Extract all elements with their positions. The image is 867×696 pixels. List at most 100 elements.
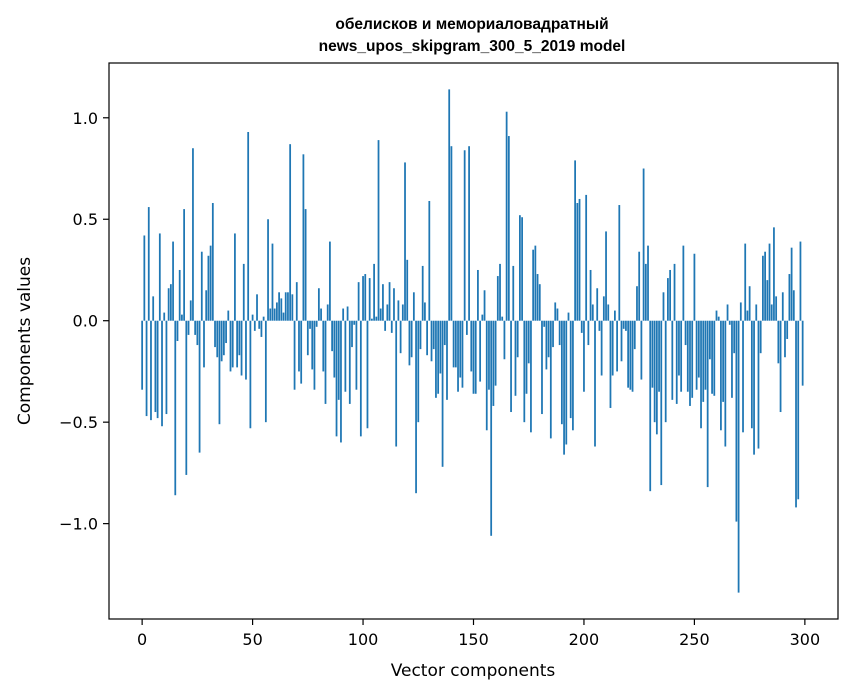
bar xyxy=(240,320,243,376)
bar xyxy=(653,320,656,423)
bar xyxy=(784,320,786,358)
bar xyxy=(636,286,638,321)
bar xyxy=(342,308,345,321)
bar xyxy=(620,320,623,362)
bar xyxy=(242,263,245,321)
bar xyxy=(295,282,298,321)
bar xyxy=(468,146,470,321)
bar xyxy=(527,320,530,364)
bar xyxy=(200,251,203,321)
bar xyxy=(337,320,340,400)
bar xyxy=(669,269,671,321)
bar xyxy=(733,320,736,354)
bar xyxy=(762,255,764,321)
bar xyxy=(439,320,442,374)
bar xyxy=(218,320,221,425)
bar xyxy=(410,320,413,358)
bar xyxy=(470,320,473,372)
bar xyxy=(534,245,537,321)
bar xyxy=(724,320,727,447)
bar xyxy=(382,284,384,321)
bar xyxy=(715,310,718,321)
bar xyxy=(757,320,760,449)
bar xyxy=(560,320,563,425)
bar xyxy=(333,320,336,378)
bar xyxy=(576,203,579,321)
bar xyxy=(642,168,645,321)
bar xyxy=(267,219,269,321)
bar xyxy=(371,318,373,321)
bar xyxy=(152,296,155,321)
bar xyxy=(222,320,225,356)
bar xyxy=(717,316,720,321)
bar xyxy=(181,314,183,321)
bar xyxy=(647,245,649,321)
bar xyxy=(428,200,431,321)
bar xyxy=(580,320,583,333)
bar xyxy=(172,241,174,321)
bar xyxy=(618,205,621,321)
plot-frame xyxy=(108,62,839,620)
bar xyxy=(194,320,197,335)
bar xyxy=(335,320,338,437)
bar xyxy=(236,320,239,368)
bar xyxy=(671,320,674,400)
bar xyxy=(485,320,488,431)
bar xyxy=(552,320,554,348)
bar xyxy=(282,312,285,321)
bar xyxy=(344,320,347,392)
bar xyxy=(667,278,669,321)
bar xyxy=(682,245,685,321)
bar xyxy=(483,290,486,321)
bar xyxy=(331,320,333,352)
bar xyxy=(234,233,236,321)
bar xyxy=(507,136,510,321)
bar xyxy=(249,320,252,429)
bar xyxy=(655,320,658,435)
bar xyxy=(708,320,711,360)
bar xyxy=(706,320,709,488)
bar xyxy=(401,304,404,321)
bar xyxy=(461,320,464,388)
bar xyxy=(786,320,789,339)
bar xyxy=(304,209,307,321)
bar xyxy=(689,320,691,406)
bar xyxy=(366,320,369,429)
bar xyxy=(563,320,565,455)
bar xyxy=(317,288,320,321)
bar xyxy=(585,194,588,321)
bar xyxy=(273,308,276,321)
bar xyxy=(675,320,678,404)
bar xyxy=(262,316,265,321)
bar xyxy=(346,306,349,321)
bar xyxy=(384,320,387,331)
bar xyxy=(417,320,420,423)
bar xyxy=(521,217,523,321)
bar xyxy=(503,320,506,360)
bar xyxy=(525,320,528,394)
bar xyxy=(569,320,572,419)
bar xyxy=(443,320,446,346)
bar xyxy=(481,314,484,321)
bar xyxy=(269,308,272,321)
bar xyxy=(448,89,451,321)
bar xyxy=(514,320,517,396)
bar xyxy=(764,251,766,321)
bar xyxy=(499,263,501,321)
bar xyxy=(375,316,378,321)
bar xyxy=(583,320,585,392)
y-axis: −1.0 −0.5 0.0 0.5 1.0 xyxy=(59,109,109,534)
bar xyxy=(598,320,601,331)
bar xyxy=(611,320,614,376)
bar xyxy=(594,320,596,447)
bar xyxy=(291,294,294,321)
bar xyxy=(187,320,190,335)
bar xyxy=(658,320,660,392)
x-axis: 0 50 100 150 200 250 300 xyxy=(137,619,820,649)
bar xyxy=(227,310,230,321)
bar xyxy=(596,288,599,321)
bar xyxy=(678,320,680,376)
bar xyxy=(731,320,733,398)
bar xyxy=(488,320,490,390)
bar xyxy=(264,320,267,423)
